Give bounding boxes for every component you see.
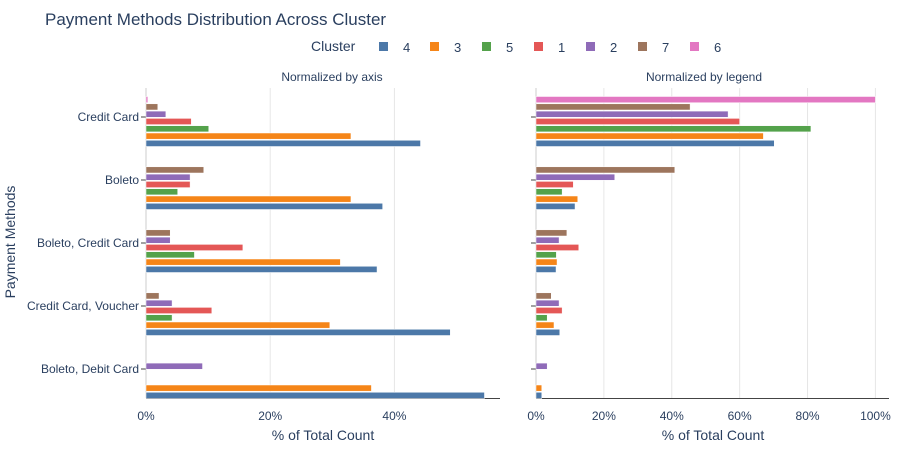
bar-boleto-cluster-7[interactable] <box>535 166 676 174</box>
bar-credit-card-voucher-cluster-1[interactable] <box>145 307 213 314</box>
bar-boleto-debit-card-cluster-3[interactable] <box>535 384 543 392</box>
legend-swatch-5[interactable] <box>482 42 491 51</box>
legend-title: Cluster <box>311 38 356 54</box>
panel-left-subtitle: Normalized by axis <box>281 70 382 84</box>
bar-credit-card-cluster-4[interactable] <box>145 140 421 147</box>
bar-boleto-cluster-4[interactable] <box>535 203 576 210</box>
bar-boleto-cluster-4[interactable] <box>145 203 383 210</box>
bar-credit-card-cluster-7[interactable] <box>535 103 691 111</box>
bar-credit-card-voucher-cluster-5[interactable] <box>535 314 548 322</box>
legend-swatch-2[interactable] <box>586 42 595 51</box>
bar-boleto-debit-card-cluster-3[interactable] <box>145 384 372 392</box>
legend-label-7[interactable]: 7 <box>662 40 669 55</box>
bar-boleto-credit-card-cluster-1[interactable] <box>535 244 580 251</box>
bar-credit-card-cluster-2[interactable] <box>535 110 729 118</box>
bar-boleto-credit-card-cluster-7[interactable] <box>145 229 171 237</box>
bar-boleto-cluster-5[interactable] <box>535 188 563 196</box>
bar-credit-card-voucher-cluster-4[interactable] <box>145 329 451 336</box>
legend-swatch-1[interactable] <box>534 42 543 51</box>
bar-credit-card-voucher-cluster-3[interactable] <box>145 321 331 329</box>
bar-boleto-credit-card-cluster-2[interactable] <box>145 236 171 244</box>
category-label-boleto-debit-card: Boleto, Debit Card <box>41 362 139 376</box>
panel-left-xlabel: % of Total Count <box>272 427 375 443</box>
panel-right-subtitle: Normalized by legend <box>646 70 762 84</box>
bar-boleto-credit-card-cluster-5[interactable] <box>535 251 557 259</box>
x-tick-label: 60% <box>728 409 752 423</box>
bar-boleto-credit-card-cluster-5[interactable] <box>145 251 195 259</box>
bar-credit-card-voucher-cluster-2[interactable] <box>145 299 173 307</box>
legend-label-1[interactable]: 1 <box>558 40 565 55</box>
category-label-boleto: Boleto <box>105 173 139 187</box>
bar-boleto-cluster-3[interactable] <box>145 195 352 203</box>
x-tick-label: 40% <box>660 409 684 423</box>
bar-boleto-cluster-2[interactable] <box>535 173 615 181</box>
bar-boleto-credit-card-cluster-3[interactable] <box>535 258 558 266</box>
bar-boleto-cluster-5[interactable] <box>145 188 178 196</box>
x-tick-label: 80% <box>796 409 820 423</box>
bar-credit-card-voucher-cluster-7[interactable] <box>145 292 160 300</box>
bar-credit-card-cluster-7[interactable] <box>145 103 159 111</box>
bar-boleto-cluster-2[interactable] <box>145 173 191 181</box>
legend-swatch-4[interactable] <box>379 42 388 51</box>
x-tick-label: 20% <box>592 409 616 423</box>
bar-boleto-credit-card-cluster-3[interactable] <box>145 258 341 266</box>
bar-credit-card-cluster-3[interactable] <box>535 132 764 140</box>
bar-credit-card-cluster-5[interactable] <box>535 125 812 133</box>
panel-right-xlabel: % of Total Count <box>662 427 765 443</box>
bar-credit-card-voucher-cluster-2[interactable] <box>535 299 560 307</box>
bar-boleto-cluster-1[interactable] <box>145 181 191 188</box>
y-axis-title: Payment Methods <box>2 186 18 299</box>
legend-label-6[interactable]: 6 <box>714 40 721 55</box>
bar-credit-card-cluster-6[interactable] <box>145 96 149 103</box>
legend: Cluster 4 3 5 1 2 7 6 <box>311 38 721 55</box>
x-tick-label: 100% <box>860 409 891 423</box>
bar-credit-card-voucher-cluster-3[interactable] <box>535 321 555 329</box>
x-tick-label: 0% <box>137 409 155 423</box>
category-label-credit-card-voucher: Credit Card, Voucher <box>27 299 139 313</box>
bar-credit-card-cluster-2[interactable] <box>145 110 167 118</box>
legend-label-4[interactable]: 4 <box>403 40 410 55</box>
legend-swatch-6[interactable] <box>690 42 699 51</box>
x-tick-label: 20% <box>258 409 282 423</box>
bar-boleto-cluster-1[interactable] <box>535 181 574 188</box>
legend-label-2[interactable]: 2 <box>610 40 617 55</box>
bar-credit-card-cluster-1[interactable] <box>145 118 192 125</box>
legend-swatch-3[interactable] <box>430 42 439 51</box>
legend-label-5[interactable]: 5 <box>506 40 513 55</box>
panel-right: Normalized by legend 0% 20% 40% 60% 80% 100% … <box>527 70 891 443</box>
bar-boleto-debit-card-cluster-2[interactable] <box>535 362 548 370</box>
panel-left: Normalized by axis 0% 20% 40% % of Total C… <box>137 70 500 443</box>
category-label-credit-card: Credit Card <box>78 110 139 124</box>
bar-boleto-credit-card-cluster-2[interactable] <box>535 236 560 244</box>
bar-boleto-credit-card-cluster-1[interactable] <box>145 244 244 251</box>
bar-boleto-credit-card-cluster-4[interactable] <box>535 266 557 273</box>
bar-credit-card-cluster-6[interactable] <box>535 96 876 103</box>
bar-credit-card-cluster-3[interactable] <box>145 132 352 140</box>
category-label-boleto-credit-card: Boleto, Credit Card <box>37 236 139 250</box>
bar-credit-card-voucher-cluster-1[interactable] <box>535 307 563 314</box>
chart-title: Payment Methods Distribution Across Clus… <box>45 10 386 29</box>
bar-credit-card-voucher-cluster-5[interactable] <box>145 314 173 322</box>
bar-boleto-credit-card-cluster-7[interactable] <box>535 229 568 237</box>
bar-boleto-credit-card-cluster-4[interactable] <box>145 266 378 273</box>
bar-boleto-debit-card-cluster-4[interactable] <box>535 392 543 399</box>
bar-credit-card-cluster-1[interactable] <box>535 118 740 125</box>
bar-credit-card-voucher-cluster-4[interactable] <box>535 329 561 336</box>
x-tick-label: 0% <box>527 409 545 423</box>
legend-swatch-7[interactable] <box>638 42 647 51</box>
bar-boleto-cluster-7[interactable] <box>145 166 205 174</box>
bar-credit-card-voucher-cluster-7[interactable] <box>535 292 552 300</box>
x-tick-label: 40% <box>382 409 406 423</box>
bar-credit-card-cluster-5[interactable] <box>145 125 209 133</box>
bar-credit-card-cluster-4[interactable] <box>535 140 775 147</box>
legend-label-3[interactable]: 3 <box>454 40 461 55</box>
bar-boleto-debit-card-cluster-4[interactable] <box>145 392 485 399</box>
bar-boleto-debit-card-cluster-2[interactable] <box>145 362 203 370</box>
bar-boleto-cluster-3[interactable] <box>535 195 578 203</box>
